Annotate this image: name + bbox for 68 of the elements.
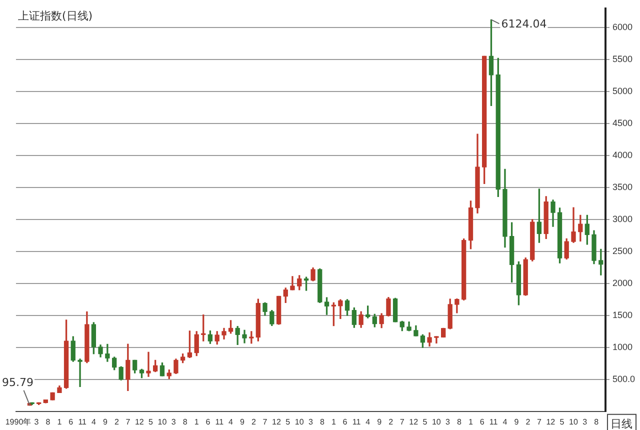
x-tick-label: 6 [206, 417, 211, 426]
x-tick-label: 4 [502, 417, 508, 426]
x-tick-label: 2 [526, 417, 531, 426]
x-tick-label: 8 [46, 417, 51, 426]
x-tick-label: 7 [126, 417, 131, 426]
x-tick-label: 7 [400, 417, 405, 426]
annotation: 6124.04 [501, 18, 547, 31]
x-tick-label: 1 [331, 417, 336, 426]
y-tick-label: 500.0 [612, 374, 636, 384]
x-tick-label: 9 [514, 417, 520, 426]
y-tick-label: 4000 [612, 150, 633, 160]
x-tick-label: 11 [352, 417, 362, 426]
y-tick-label: 2000 [612, 278, 633, 288]
x-tick-label: 5 [148, 417, 154, 426]
x-tick-label: 2 [252, 417, 256, 426]
y-tick-label: 5000 [612, 86, 633, 96]
candlestick [50, 392, 55, 400]
y-tick-label: 6000 [612, 22, 633, 32]
x-tick-label: 11 [489, 417, 498, 426]
x-tick-label: 10 [294, 417, 304, 426]
x-tick-label: 4 [91, 417, 96, 426]
x-tick-label: 9 [240, 417, 246, 426]
y-tick-label: 1500 [612, 310, 633, 320]
x-tick-label: 6 [342, 417, 348, 426]
x-tick-label: 1 [57, 417, 62, 426]
x-tick-label: 10 [158, 417, 168, 426]
x-tick-label: 11 [215, 417, 224, 426]
y-tick-label: 1000 [612, 342, 633, 352]
x-tick-label: 12 [272, 417, 282, 426]
x-tick-label: 5 [560, 417, 565, 426]
x-tick-label: 8 [182, 417, 188, 426]
x-tick-label: 7 [262, 417, 268, 426]
x-tick-label: 10 [569, 417, 578, 426]
chart-title: 上证指数(日线) [18, 9, 93, 22]
y-tick-label: 3500 [612, 182, 633, 192]
x-tick-label: 9 [102, 417, 108, 426]
x-tick-label: 7 [536, 417, 542, 426]
y-tick-label: 4500 [612, 118, 633, 128]
x-tick-label: 3 [446, 417, 451, 426]
x-tick-label: 2 [114, 417, 120, 426]
text: 日线 [610, 417, 633, 430]
x-tick-label: 12 [546, 417, 556, 426]
x-tick-label: 6 [480, 417, 485, 426]
x-tick-label: 5 [286, 417, 291, 426]
x-tick-label: 12 [134, 417, 144, 426]
x-tick-label: 5 [422, 417, 428, 426]
x-tick-label: 12 [409, 417, 419, 426]
x-tick-label: 3 [171, 417, 176, 426]
x-tick-label: 8 [594, 417, 600, 426]
x-tick-label: 1 [194, 417, 200, 426]
y-tick-label: 3000 [612, 214, 633, 224]
x-tick-label: 6 [68, 417, 74, 426]
x-tick-label: 3 [308, 417, 314, 426]
x-tick-label: 3 [34, 417, 40, 426]
y-tick-label: 2500 [612, 246, 633, 256]
x-tick-label: 11 [78, 417, 88, 426]
annotation: 95.79 [2, 376, 34, 390]
x-tick-label: 10 [432, 417, 442, 426]
x-tick-label: 2 [388, 417, 394, 426]
x-tick-label: 8 [457, 417, 462, 426]
x-tick-label: 8 [320, 417, 325, 426]
x-tick-label: 1 [468, 417, 474, 426]
x-tick-label: 9 [377, 417, 382, 426]
x-tick-label: 4 [228, 417, 234, 426]
x-tick-label: 4 [366, 417, 371, 426]
y-tick-label: 5500 [612, 54, 633, 64]
x-tick-label: 3 [582, 417, 588, 426]
x-tick-label: 1990年 [5, 417, 32, 426]
